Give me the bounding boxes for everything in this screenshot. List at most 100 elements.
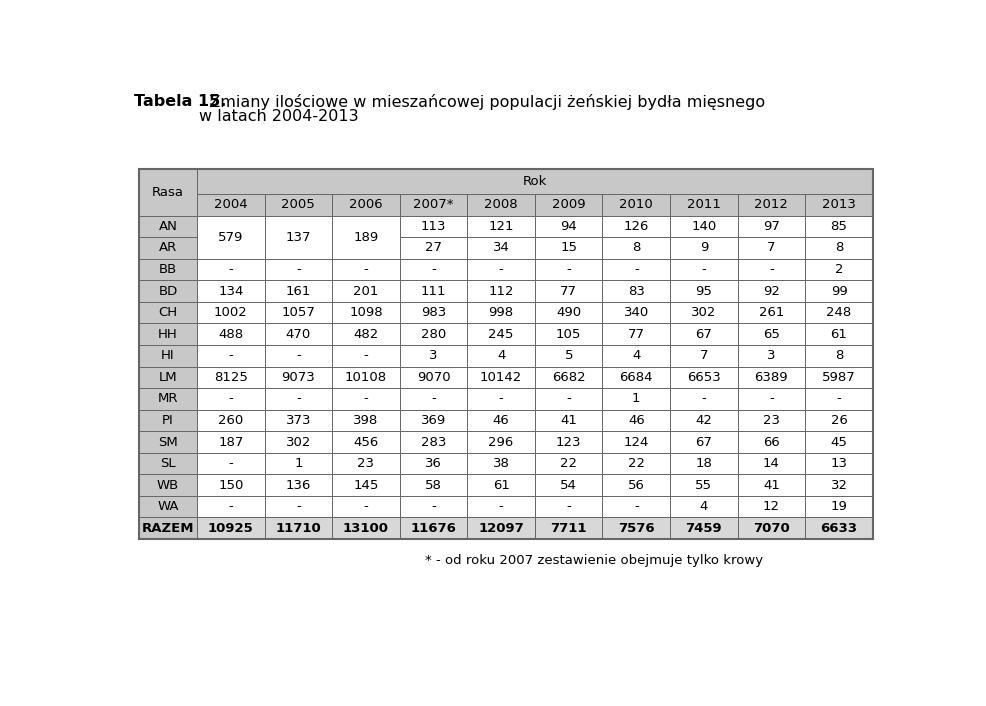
Text: 2007*: 2007* bbox=[413, 198, 454, 211]
Text: 470: 470 bbox=[286, 328, 311, 341]
Text: MR: MR bbox=[158, 393, 178, 405]
Text: 14: 14 bbox=[762, 457, 779, 470]
Text: 41: 41 bbox=[560, 414, 577, 427]
Text: 7459: 7459 bbox=[685, 522, 722, 534]
Bar bbox=[264, 453, 332, 474]
Text: LM: LM bbox=[159, 371, 177, 384]
Text: AR: AR bbox=[159, 241, 176, 254]
Bar bbox=[669, 237, 737, 258]
Bar bbox=[466, 280, 534, 302]
Text: 54: 54 bbox=[560, 479, 577, 491]
Text: 10925: 10925 bbox=[208, 522, 253, 534]
Text: 4: 4 bbox=[496, 349, 505, 362]
Bar bbox=[805, 496, 872, 517]
Text: -: - bbox=[498, 263, 503, 276]
Text: 32: 32 bbox=[829, 479, 847, 491]
Bar bbox=[399, 517, 466, 539]
Bar bbox=[197, 169, 872, 194]
Text: 55: 55 bbox=[695, 479, 712, 491]
Bar bbox=[534, 215, 601, 237]
Text: -: - bbox=[363, 393, 368, 405]
Bar bbox=[601, 517, 669, 539]
Bar bbox=[534, 323, 601, 345]
Text: SL: SL bbox=[160, 457, 176, 470]
Text: -: - bbox=[633, 500, 638, 513]
Bar bbox=[197, 280, 264, 302]
Text: 9070: 9070 bbox=[416, 371, 450, 384]
Text: 6633: 6633 bbox=[819, 522, 857, 534]
Text: 2011: 2011 bbox=[686, 198, 720, 211]
Bar bbox=[264, 215, 332, 258]
Bar bbox=[669, 517, 737, 539]
Text: RAZEM: RAZEM bbox=[142, 522, 194, 534]
Text: 8125: 8125 bbox=[214, 371, 247, 384]
Bar bbox=[264, 474, 332, 496]
Text: 18: 18 bbox=[695, 457, 712, 470]
Text: -: - bbox=[296, 349, 301, 362]
Text: 7576: 7576 bbox=[617, 522, 654, 534]
Bar bbox=[139, 474, 197, 496]
Text: 260: 260 bbox=[218, 414, 244, 427]
Bar bbox=[534, 194, 601, 215]
Bar bbox=[139, 409, 197, 431]
Bar bbox=[332, 194, 399, 215]
Text: 4: 4 bbox=[699, 500, 707, 513]
Bar bbox=[332, 215, 399, 258]
Text: 4: 4 bbox=[631, 349, 640, 362]
Text: -: - bbox=[431, 263, 436, 276]
Text: 99: 99 bbox=[830, 285, 847, 298]
Bar bbox=[669, 409, 737, 431]
Text: 6682: 6682 bbox=[551, 371, 585, 384]
Text: 2004: 2004 bbox=[214, 198, 247, 211]
Text: w latach 2004-2013: w latach 2004-2013 bbox=[198, 109, 358, 124]
Bar bbox=[737, 194, 805, 215]
Text: 3: 3 bbox=[429, 349, 438, 362]
Bar bbox=[264, 366, 332, 388]
Text: 398: 398 bbox=[353, 414, 379, 427]
Text: 998: 998 bbox=[488, 306, 513, 319]
Bar bbox=[534, 409, 601, 431]
Text: 42: 42 bbox=[695, 414, 712, 427]
Bar bbox=[197, 345, 264, 366]
Bar bbox=[466, 237, 534, 258]
Bar bbox=[332, 431, 399, 453]
Text: WA: WA bbox=[157, 500, 178, 513]
Bar bbox=[264, 517, 332, 539]
Bar bbox=[139, 323, 197, 345]
Text: -: - bbox=[701, 263, 706, 276]
Bar bbox=[534, 280, 601, 302]
Text: Zmiany ilościowe w mieszańcowej populacji żeńskiej bydła mięsnego: Zmiany ilościowe w mieszańcowej populacj… bbox=[198, 94, 764, 110]
Bar bbox=[332, 496, 399, 517]
Bar bbox=[669, 302, 737, 323]
Text: 261: 261 bbox=[758, 306, 783, 319]
Text: -: - bbox=[228, 500, 233, 513]
Text: 121: 121 bbox=[488, 220, 514, 233]
Text: BD: BD bbox=[158, 285, 177, 298]
Text: -: - bbox=[363, 500, 368, 513]
Bar bbox=[737, 258, 805, 280]
Bar bbox=[805, 517, 872, 539]
Text: 369: 369 bbox=[420, 414, 446, 427]
Bar bbox=[264, 496, 332, 517]
Bar bbox=[197, 366, 264, 388]
Text: 56: 56 bbox=[627, 479, 644, 491]
Bar bbox=[332, 258, 399, 280]
Text: 65: 65 bbox=[762, 328, 779, 341]
Text: 5: 5 bbox=[564, 349, 572, 362]
Bar bbox=[466, 496, 534, 517]
Text: 7070: 7070 bbox=[752, 522, 789, 534]
Text: Rasa: Rasa bbox=[152, 186, 183, 199]
Bar bbox=[737, 366, 805, 388]
Text: 67: 67 bbox=[695, 328, 712, 341]
Bar bbox=[197, 323, 264, 345]
Bar bbox=[466, 474, 534, 496]
Text: SM: SM bbox=[158, 436, 177, 448]
Text: 46: 46 bbox=[492, 414, 509, 427]
Text: 38: 38 bbox=[492, 457, 509, 470]
Bar bbox=[805, 280, 872, 302]
Bar bbox=[399, 345, 466, 366]
Bar bbox=[601, 388, 669, 409]
Text: -: - bbox=[228, 393, 233, 405]
Bar bbox=[197, 215, 264, 258]
Text: 7: 7 bbox=[766, 241, 775, 254]
